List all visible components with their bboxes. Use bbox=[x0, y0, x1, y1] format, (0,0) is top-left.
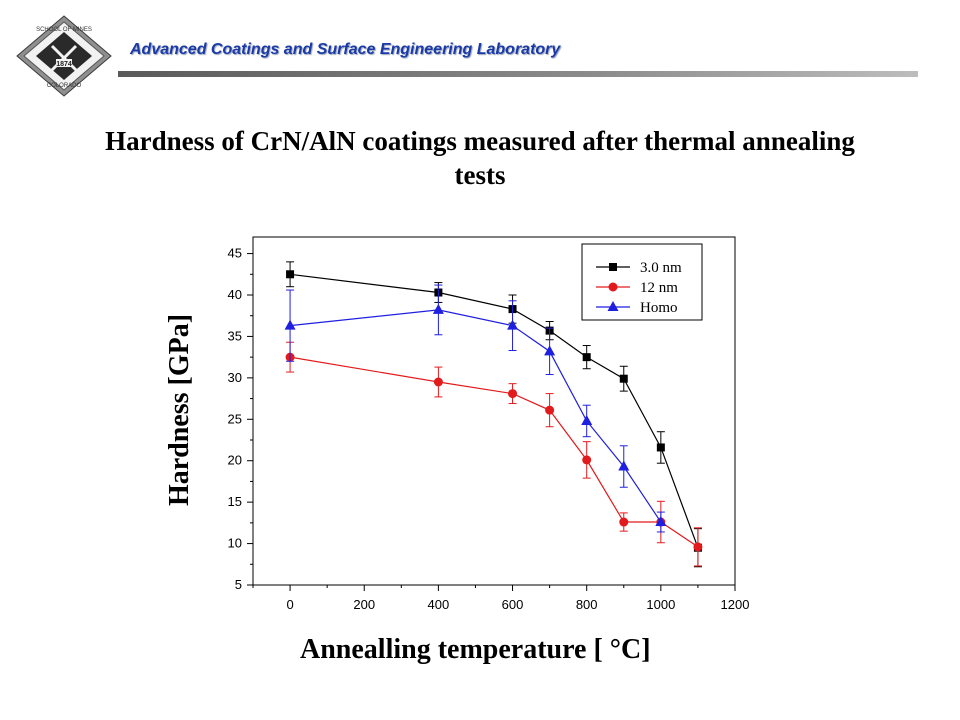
legend-marker bbox=[609, 263, 617, 271]
slide-title: Hardness of CrN/AlN coatings measured af… bbox=[105, 126, 855, 190]
y-tick-label: 15 bbox=[228, 494, 242, 509]
chart-axes: 0 200 400 600 800 1000 1200 5 10 15 20 25 30 35 40 45 bbox=[228, 236, 750, 612]
data-point bbox=[432, 303, 444, 314]
legend-label: Homo bbox=[640, 300, 678, 316]
x-tick-label: 400 bbox=[428, 597, 450, 612]
y-tick-label: 40 bbox=[228, 287, 242, 302]
y-tick-label: 10 bbox=[228, 536, 242, 551]
series-line bbox=[289, 356, 699, 548]
data-point bbox=[655, 516, 667, 527]
y-tick-label: 5 bbox=[235, 577, 242, 592]
data-point bbox=[545, 405, 555, 415]
legend-label: 3.0 nm bbox=[640, 260, 682, 276]
y-axis-label: Hardness [GPa] bbox=[164, 313, 195, 507]
legend-marker bbox=[607, 301, 619, 311]
data-point bbox=[619, 517, 629, 527]
x-tick-label: 600 bbox=[502, 597, 524, 612]
y-tick-label: 30 bbox=[228, 370, 242, 385]
chart-series bbox=[284, 261, 703, 568]
chart-legend: 3.0 nm 12 nm Homo bbox=[581, 243, 703, 321]
logo-text-bottom: COLORADO bbox=[47, 83, 82, 89]
x-tick-label: 800 bbox=[576, 597, 598, 612]
data-point bbox=[656, 443, 665, 452]
x-tick-label: 1000 bbox=[646, 597, 675, 612]
series-line bbox=[290, 273, 699, 548]
header-divider bbox=[118, 71, 918, 77]
colorado-school-of-mines-logo: 1874 SCHOOL OF MINES COLORADO bbox=[16, 15, 112, 97]
plot-frame bbox=[252, 236, 736, 586]
x-tick-label: 200 bbox=[353, 597, 375, 612]
y-tick-label: 25 bbox=[228, 411, 242, 426]
x-tick-label: 1200 bbox=[721, 597, 750, 612]
data-point bbox=[284, 319, 296, 330]
data-point bbox=[619, 374, 628, 383]
series-2 bbox=[285, 341, 703, 567]
data-point bbox=[286, 270, 295, 279]
lab-name: Advanced Coatings and Surface Engineerin… bbox=[130, 41, 561, 58]
y-tick-label: 45 bbox=[228, 246, 242, 261]
data-point bbox=[544, 345, 556, 356]
data-point bbox=[433, 377, 443, 387]
x-tick-label: 0 bbox=[286, 597, 293, 612]
data-point bbox=[582, 455, 592, 465]
data-point bbox=[693, 542, 703, 552]
data-point bbox=[508, 389, 518, 399]
logo-text-top: SCHOOL OF MINES bbox=[36, 27, 92, 33]
logo-year: 1874 bbox=[56, 61, 72, 68]
legend-label: 12 nm bbox=[640, 280, 678, 296]
data-point bbox=[618, 460, 630, 471]
y-tick-label: 20 bbox=[228, 453, 242, 468]
y-tick-label: 35 bbox=[228, 328, 242, 343]
x-axis-label: Annealling temperature [ °C] bbox=[300, 634, 651, 665]
data-point bbox=[581, 414, 593, 425]
data-point bbox=[507, 319, 519, 330]
data-point bbox=[582, 353, 591, 362]
legend-marker bbox=[608, 282, 618, 292]
series-3 bbox=[284, 284, 667, 533]
